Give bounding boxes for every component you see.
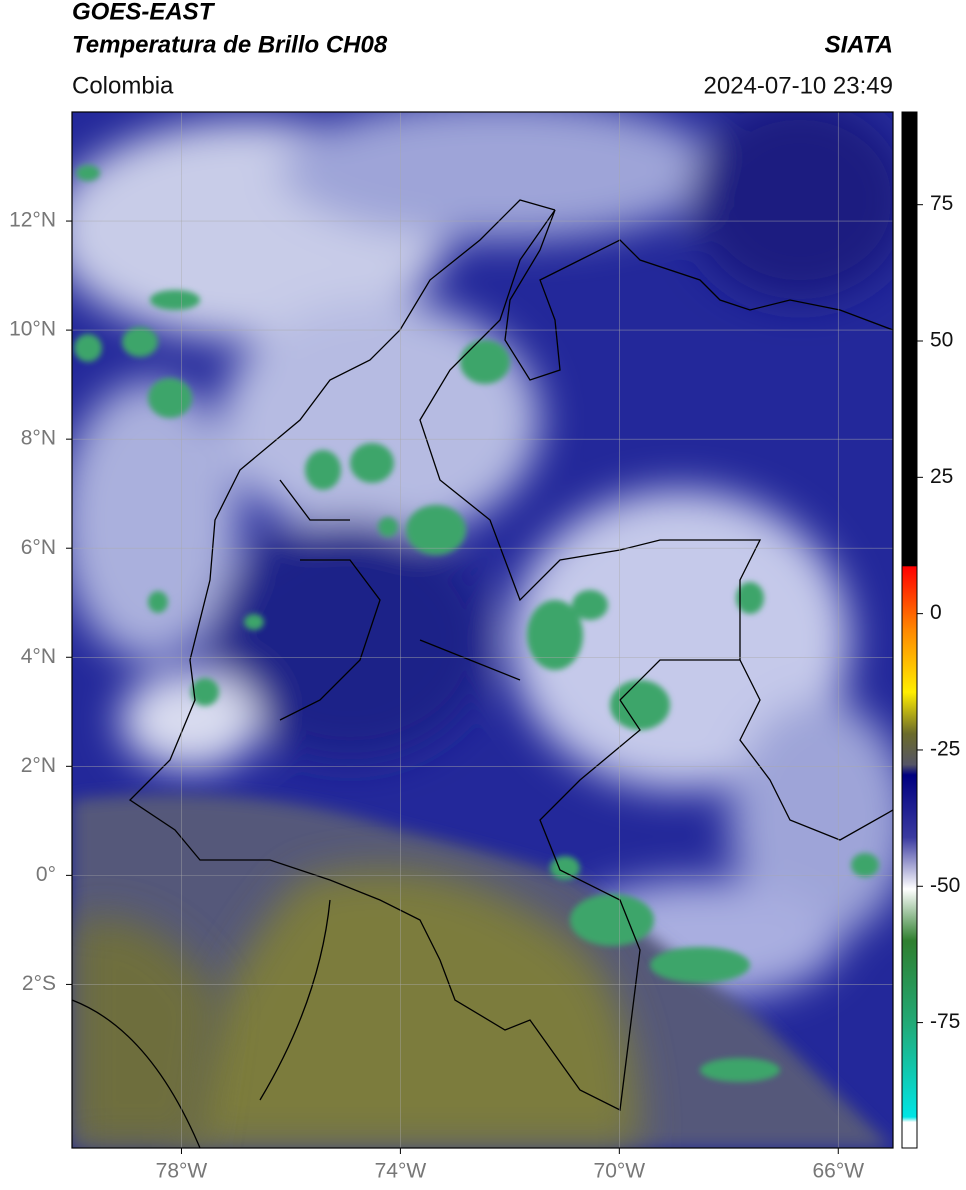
y-tick-label: 8°N xyxy=(21,427,56,450)
colorbar-tick-label: -75 xyxy=(930,1010,960,1033)
colorbar-tick-label: -50 xyxy=(930,874,960,897)
y-tick-label: 2°N xyxy=(21,754,56,777)
colorbar-tick-label: 75 xyxy=(930,192,953,215)
source: SIATA xyxy=(825,31,893,58)
colorbar-tick-label: 0 xyxy=(930,601,942,624)
y-tick-label: 6°N xyxy=(21,536,56,559)
colorbar-tick-label: 50 xyxy=(930,329,953,352)
region: Colombia xyxy=(72,72,174,99)
y-tick-label: 2°S xyxy=(22,972,56,995)
x-tick-label: 78°W xyxy=(156,1160,208,1183)
x-tick-label: 74°W xyxy=(375,1160,427,1183)
y-tick-label: 0° xyxy=(36,863,56,886)
map-frame xyxy=(71,111,894,1149)
subtitle: Temperatura de Brillo CH08 xyxy=(72,31,388,58)
colorbar-tick-label: 25 xyxy=(930,465,953,488)
satellite-image xyxy=(72,112,893,1148)
y-tick-label: 10°N xyxy=(9,318,56,341)
datetime: 2024-07-10 23:49 xyxy=(704,72,894,99)
title: GOES-EAST xyxy=(72,0,216,25)
y-tick-label: 12°N xyxy=(9,209,56,232)
x-tick-label: 70°W xyxy=(594,1160,646,1183)
colorbar-tick-label: -25 xyxy=(930,738,960,761)
x-tick-label: 66°W xyxy=(812,1160,864,1183)
y-tick-label: 4°N xyxy=(21,645,56,668)
grid xyxy=(72,112,893,1148)
colorbar xyxy=(901,111,918,1149)
